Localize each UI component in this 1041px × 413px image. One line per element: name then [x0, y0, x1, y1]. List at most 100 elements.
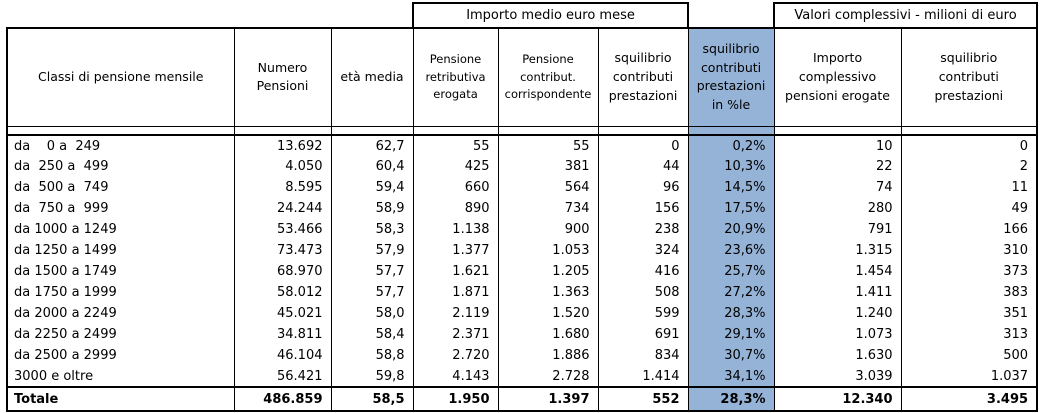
cell-squilibrio-milioni: 313: [900, 324, 1039, 345]
cell-importo-complessivo: 10: [773, 135, 902, 156]
cell-eta-media: 58,0: [330, 303, 414, 324]
cell-squilibrio-percentuale: 29,1%: [687, 324, 775, 345]
cell-pensione-retributiva: 2.720: [412, 345, 499, 366]
cell-squilibrio-percentuale: 0,2%: [687, 135, 775, 156]
cell-pensione-retributiva: 1.377: [412, 240, 499, 261]
cell-squilibrio: 44: [597, 156, 689, 177]
column-header-pensione-contributiva: Pensione contribut. corrispondente: [497, 27, 599, 127]
cell-squilibrio: 96: [597, 177, 689, 198]
total-squilibrio-percentuale: 28,3%: [687, 386, 775, 412]
cell-squilibrio-percentuale: 34,1%: [687, 366, 775, 387]
row-label: da 250 a 499: [6, 156, 235, 177]
column-header-pensione-retributiva: Pensione retributiva erogata: [412, 27, 499, 127]
cell-squilibrio-milioni: 2: [900, 156, 1039, 177]
cell-eta-media: 57,7: [330, 282, 414, 303]
cell-squilibrio: 691: [597, 324, 689, 345]
column-header-importo-complessivo: Importo complessivo pensioni erogate: [773, 27, 902, 127]
cell-eta-media: 59,4: [330, 177, 414, 198]
table-row: da 2500 a 2999 46.104 58,8 2.720 1.886 834 30,…: [6, 345, 1039, 366]
cell-pensione-contributiva: 1.886: [497, 345, 599, 366]
column-header-eta-media: età media: [330, 27, 414, 127]
cell-pensione-retributiva: 1.138: [412, 219, 499, 240]
row-label: da 0 a 249: [6, 135, 235, 156]
table-row: da 1250 a 1499 73.473 57,9 1.377 1.053 324 23,…: [6, 240, 1039, 261]
group-header-row: Importo medio euro mese Valori complessi…: [7, 2, 1039, 29]
cell-eta-media: 58,9: [330, 198, 414, 219]
cell-eta-media: 57,9: [330, 240, 414, 261]
cell-squilibrio: 0: [597, 135, 689, 156]
cell-squilibrio-milioni: 351: [900, 303, 1039, 324]
cell-squilibrio-percentuale: 20,9%: [687, 219, 775, 240]
cell-pensione-retributiva: 660: [412, 177, 499, 198]
column-header-numero-pensioni: Numero Pensioni: [233, 27, 332, 127]
cell-importo-complessivo: 74: [773, 177, 902, 198]
total-pensione-retributiva: 1.950: [412, 386, 499, 412]
cell-squilibrio: 1.414: [597, 366, 689, 387]
cell-pensione-contributiva: 1.520: [497, 303, 599, 324]
row-label: da 2000 a 2249: [6, 303, 235, 324]
cell-numero-pensioni: 8.595: [233, 177, 332, 198]
cell-squilibrio: 416: [597, 261, 689, 282]
cell-squilibrio-milioni: 0: [900, 135, 1039, 156]
cell-squilibrio-percentuale: 17,5%: [687, 198, 775, 219]
cell-importo-complessivo: 3.039: [773, 366, 902, 387]
group-header-valori-complessivi: Valori complessivi - milioni di euro: [773, 2, 1039, 29]
cell-pensione-contributiva: 55: [497, 135, 599, 156]
row-label: da 1750 a 1999: [6, 282, 235, 303]
table-row: da 0 a 249 13.692 62,7 55 55 0 0,2% 10 0: [6, 135, 1039, 156]
cell-eta-media: 59,8: [330, 366, 414, 387]
table-row: da 500 a 749 8.595 59,4 660 564 96 14,5% 74 11: [6, 177, 1039, 198]
total-importo-complessivo: 12.340: [773, 386, 902, 412]
table-row: da 750 a 999 24.244 58,9 890 734 156 17,5% 280 4…: [6, 198, 1039, 219]
cell-pensione-retributiva: 2.119: [412, 303, 499, 324]
column-header-classi: Classi di pensione mensile: [6, 27, 235, 127]
cell-importo-complessivo: 791: [773, 219, 902, 240]
row-label: da 1000 a 1249: [6, 219, 235, 240]
pension-table: Importo medio euro mese Valori complessi…: [6, 2, 1039, 412]
cell-squilibrio: 238: [597, 219, 689, 240]
cell-numero-pensioni: 46.104: [233, 345, 332, 366]
cell-pensione-retributiva: 4.143: [412, 366, 499, 387]
row-label: da 2250 a 2499: [6, 324, 235, 345]
row-label: da 2500 a 2999: [6, 345, 235, 366]
cell-squilibrio-milioni: 11: [900, 177, 1039, 198]
group-header-blank-mid: [688, 3, 774, 28]
cell-importo-complessivo: 280: [773, 198, 902, 219]
cell-squilibrio-milioni: 310: [900, 240, 1039, 261]
cell-pensione-contributiva: 734: [497, 198, 599, 219]
table-row: da 2000 a 2249 45.021 58,0 2.119 1.520 599 28,…: [6, 303, 1039, 324]
total-squilibrio: 552: [597, 386, 689, 412]
group-header-importo-medio: Importo medio euro mese: [412, 2, 690, 29]
column-header-squilibrio-milioni: squilibrio contributi prestazioni: [900, 27, 1039, 127]
cell-squilibrio-milioni: 373: [900, 261, 1039, 282]
table-row: da 2250 a 2499 34.811 58,4 2.371 1.680 691 29,…: [6, 324, 1039, 345]
cell-squilibrio-milioni: 49: [900, 198, 1039, 219]
cell-squilibrio: 324: [597, 240, 689, 261]
total-pensione-contributiva: 1.397: [497, 386, 599, 412]
spacer-row: [6, 126, 1039, 136]
cell-squilibrio-percentuale: 30,7%: [687, 345, 775, 366]
cell-pensione-contributiva: 1.205: [497, 261, 599, 282]
total-row: Totale 486.859 58,5 1.950 1.397 552 28,3…: [6, 386, 1039, 412]
cell-pensione-contributiva: 564: [497, 177, 599, 198]
cell-eta-media: 62,7: [330, 135, 414, 156]
cell-numero-pensioni: 24.244: [233, 198, 332, 219]
table-row: da 1750 a 1999 58.012 57,7 1.871 1.363 508 27,…: [6, 282, 1039, 303]
cell-eta-media: 58,4: [330, 324, 414, 345]
total-eta-media: 58,5: [330, 386, 414, 412]
table-row: da 1500 a 1749 68.970 57,7 1.621 1.205 416 25,…: [6, 261, 1039, 282]
table-body: da 0 a 249 13.692 62,7 55 55 0 0,2% 10 0 da 250 a…: [6, 135, 1039, 387]
table-row: da 1000 a 1249 53.466 58,3 1.138 900 238 20,9%…: [6, 219, 1039, 240]
group-header-blank-left: [7, 3, 413, 28]
cell-eta-media: 58,3: [330, 219, 414, 240]
cell-squilibrio: 834: [597, 345, 689, 366]
cell-pensione-contributiva: 381: [497, 156, 599, 177]
cell-squilibrio-percentuale: 28,3%: [687, 303, 775, 324]
total-squilibrio-milioni: 3.495: [900, 386, 1039, 412]
cell-pensione-contributiva: 2.728: [497, 366, 599, 387]
cell-squilibrio-milioni: 500: [900, 345, 1039, 366]
cell-squilibrio: 599: [597, 303, 689, 324]
cell-importo-complessivo: 1.315: [773, 240, 902, 261]
column-header-row: Classi di pensione mensile Numero Pensio…: [6, 27, 1039, 127]
